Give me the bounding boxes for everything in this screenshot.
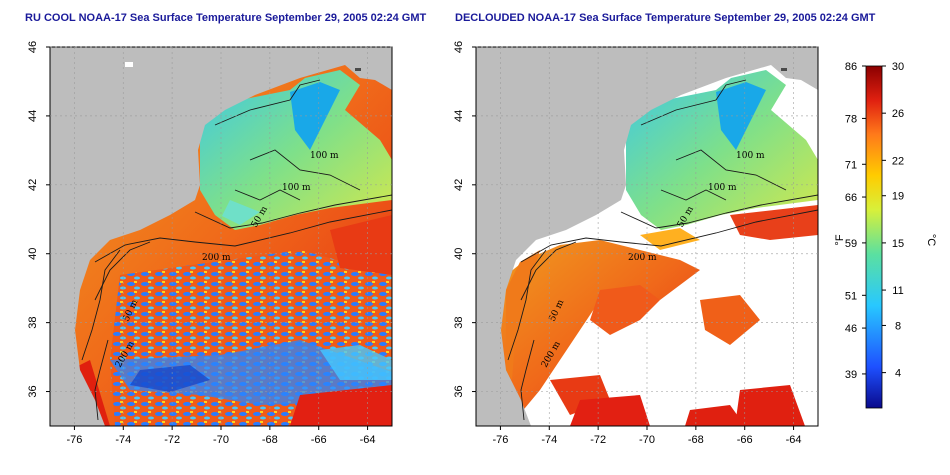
y-tick-label: 42	[27, 179, 39, 191]
left-gridlines	[50, 46, 392, 426]
colorbar-ticks: 30 26 22 19 15 11 8 4 86 78 71 66 59 51 46 39	[845, 61, 904, 381]
contour-label: 100 m	[310, 151, 339, 161]
fahrenheit-tick-label: 39	[845, 369, 857, 381]
celsius-tick-label: 11	[892, 285, 903, 297]
fahrenheit-tick-label: 46	[845, 323, 857, 335]
x-tick-label: -66	[311, 434, 327, 446]
y-tick-label: 40	[453, 248, 465, 260]
y-tick-label: 44	[453, 110, 465, 122]
right-gridlines	[476, 46, 818, 426]
x-tick-label: -64	[786, 434, 802, 446]
fahrenheit-tick-label: 71	[845, 159, 857, 171]
y-tick-label: 38	[27, 317, 39, 329]
x-tick-label: -72	[590, 434, 606, 446]
colorbar-celsius-label: °C	[925, 234, 937, 246]
celsius-tick-label: 19	[892, 191, 904, 203]
y-tick-label: 40	[27, 248, 39, 260]
retained-warm-water	[476, 240, 700, 426]
contour-label: 100 m	[708, 183, 737, 193]
x-tick-label: -74	[541, 434, 557, 446]
contour-label: 200 m	[202, 253, 231, 263]
x-tick-label: -68	[262, 434, 278, 446]
x-tick-label: -70	[213, 434, 229, 446]
x-tick-label: -66	[737, 434, 753, 446]
land-mass	[50, 47, 392, 426]
contour-label: 200 m	[628, 253, 657, 263]
left-axis: -76 -74 -72 -70 -68 -66 -64 36 38 40 42 44 46	[27, 41, 376, 446]
x-tick-label: -76	[492, 434, 508, 446]
celsius-tick-label: 8	[895, 320, 901, 332]
right-axis: -76 -74 -72 -70 -68 -66 -64 36 38 40 42 44 46	[453, 41, 802, 446]
y-tick-label: 46	[27, 41, 39, 53]
x-tick-label: -68	[688, 434, 704, 446]
colorbar-fahrenheit-label: °F	[834, 234, 846, 245]
x-tick-label: -72	[164, 434, 180, 446]
celsius-tick-label: 15	[892, 238, 904, 250]
y-tick-label: 38	[453, 317, 465, 329]
fahrenheit-tick-label: 59	[845, 238, 857, 250]
fahrenheit-tick-label: 51	[845, 290, 857, 302]
x-tick-label: -74	[115, 434, 131, 446]
x-tick-label: -76	[66, 434, 82, 446]
shelf-water-region	[626, 70, 818, 230]
bathymetry-contours	[81, 79, 392, 421]
x-tick-label: -70	[639, 434, 655, 446]
colorbar	[865, 65, 883, 409]
y-tick-label: 42	[453, 179, 465, 191]
right-panel-title: DECLOUDED NOAA-17 Sea Surface Temperatur…	[455, 12, 876, 24]
celsius-tick-label: 22	[892, 155, 904, 167]
land-mass	[476, 47, 818, 426]
y-tick-label: 36	[27, 385, 39, 397]
left-panel-title: RU COOL NOAA-17 Sea Surface Temperature …	[25, 12, 427, 24]
y-tick-label: 36	[453, 385, 465, 397]
celsius-tick-label: 26	[892, 108, 904, 120]
contour-label: 100 m	[736, 151, 765, 161]
contour-label: 100 m	[282, 183, 311, 193]
celsius-tick-label: 30	[892, 61, 904, 73]
x-tick-label: -64	[360, 434, 376, 446]
fahrenheit-tick-label: 86	[845, 61, 857, 73]
shelf-water-region	[200, 70, 392, 230]
y-tick-label: 46	[453, 41, 465, 53]
fahrenheit-tick-label: 66	[845, 192, 857, 204]
bathymetry-contours	[507, 79, 818, 421]
fahrenheit-tick-label: 78	[845, 113, 857, 125]
y-tick-label: 44	[27, 110, 39, 122]
celsius-tick-label: 4	[895, 368, 901, 380]
